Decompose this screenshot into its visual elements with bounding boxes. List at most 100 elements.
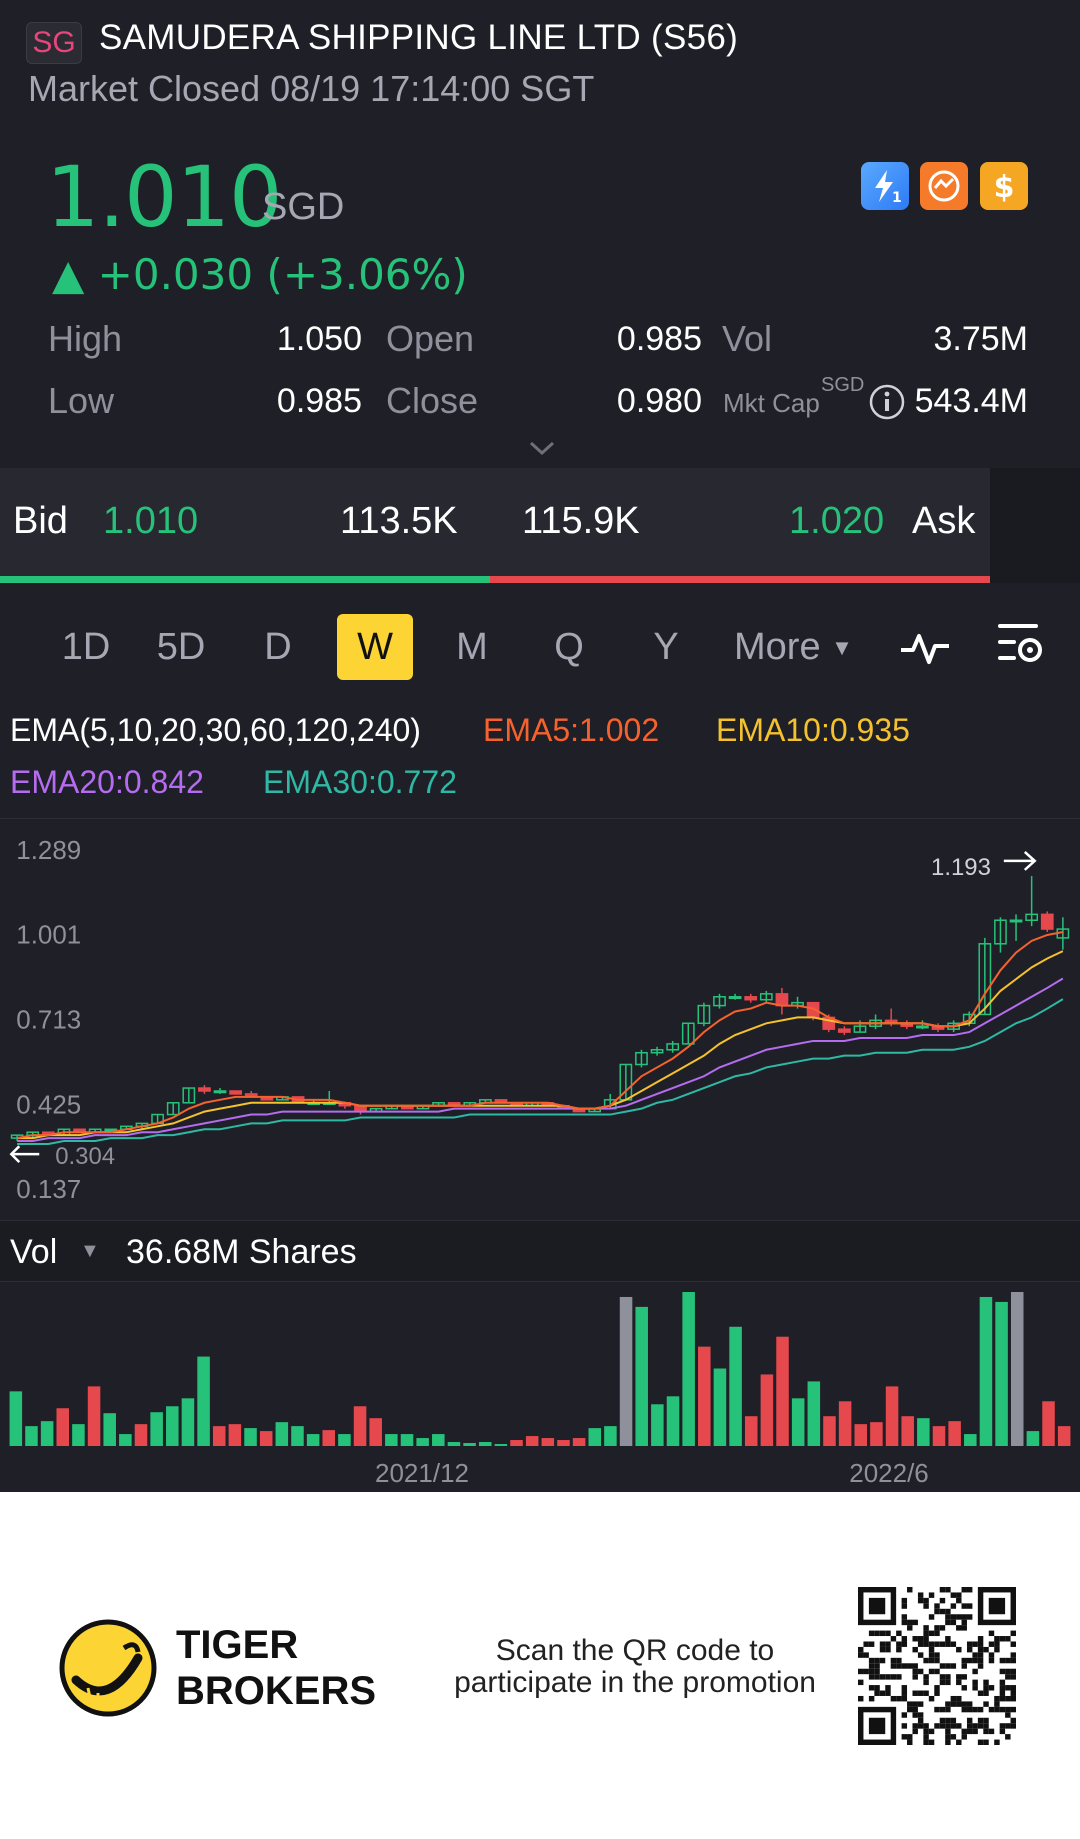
volume-bar: [244, 1428, 257, 1446]
candle: [744, 993, 758, 1003]
volume-bar: [353, 1406, 367, 1446]
tab-y[interactable]: Y: [653, 626, 679, 668]
ask-price: 1.020: [789, 500, 885, 542]
volume-bar: [25, 1426, 38, 1446]
bid-label: Bid: [13, 500, 68, 542]
volume-bar: [197, 1356, 210, 1446]
orange-swap-icon[interactable]: [920, 162, 968, 210]
volume-header[interactable]: [0, 1220, 1080, 1282]
candle: [775, 987, 789, 1015]
volume-bar: [134, 1424, 148, 1446]
candle: [198, 1085, 211, 1094]
volume-bar: [698, 1346, 711, 1446]
qr-code[interactable]: [858, 1587, 1016, 1745]
caret-down-icon: ▼: [831, 635, 853, 660]
ask-volume-bar: [490, 576, 990, 583]
candlestick-chart[interactable]: 1.289 1.001 0.713 0.425 0.137 1.193 0.304: [0, 818, 1080, 1220]
ema-indicator-label[interactable]: EMA(5,10,20,30,60,120,240): [10, 712, 421, 748]
candle: [900, 1020, 914, 1030]
flash-1-icon[interactable]: 1: [861, 162, 909, 210]
candle: [697, 1002, 711, 1027]
tab-w[interactable]: W: [337, 614, 413, 680]
volume-bar: [9, 1391, 23, 1446]
volume-value: 36.68M Shares: [126, 1233, 357, 1271]
volume-bar: [40, 1421, 54, 1446]
tab-m[interactable]: M: [456, 626, 488, 668]
candle: [728, 993, 742, 1000]
volume-bar: [651, 1404, 664, 1446]
volume-bar: [823, 1416, 836, 1446]
volume-bar: [400, 1434, 414, 1446]
volume-bar: [588, 1428, 602, 1446]
open-value: 0.985: [616, 320, 702, 358]
candle: [635, 1049, 648, 1068]
candle: [681, 1022, 695, 1045]
ema5-line: [16, 931, 1064, 1140]
tab-1d[interactable]: 1D: [61, 626, 111, 668]
volume-bar: [995, 1301, 1008, 1446]
close-value: 0.980: [616, 382, 702, 420]
chevron-down-icon[interactable]: [527, 434, 557, 464]
volume-bar: [604, 1426, 617, 1446]
volume-bar: [181, 1398, 195, 1446]
stock-title: SAMUDERA SHIPPING LINE LTD (S56): [99, 18, 739, 57]
high-value: 1.050: [276, 320, 362, 358]
volume-bar: [56, 1408, 70, 1446]
volume-bar: [1026, 1431, 1040, 1446]
volume-bar: [948, 1421, 961, 1446]
volume-bar: [525, 1436, 539, 1446]
indicator-pulse-icon[interactable]: [897, 624, 953, 677]
volume-bar: [807, 1381, 821, 1446]
x-axis-label: 2021/12: [375, 1458, 469, 1488]
volume-bar: [275, 1422, 289, 1446]
ema20-value: EMA20:0.842: [10, 764, 204, 800]
tab-q[interactable]: Q: [554, 626, 584, 668]
candle: [853, 1020, 867, 1033]
svg-text:$: $: [994, 170, 1015, 205]
volume-bar: [166, 1406, 179, 1446]
tab-d[interactable]: D: [264, 626, 292, 668]
volume-bar: [760, 1374, 774, 1446]
candle: [994, 917, 1007, 953]
volume-bar: [713, 1368, 727, 1446]
volume-bar: [729, 1326, 742, 1446]
ema10-value: EMA10:0.935: [716, 712, 910, 748]
market-badge: SG: [26, 22, 82, 64]
ask-size: 115.9K: [522, 500, 640, 542]
ema20-line: [17, 977, 1064, 1143]
tiger-brokers-logo: [58, 1618, 158, 1723]
dollar-icon[interactable]: $: [980, 162, 1028, 210]
brand-name-line1: TIGER: [176, 1623, 299, 1667]
price-change: ▲ +0.030 (+3.06%): [52, 250, 468, 299]
chart-settings-icon[interactable]: [996, 616, 1048, 677]
candle: [759, 990, 773, 1003]
volume-bar: [901, 1416, 914, 1446]
bid-ask-bar[interactable]: [0, 468, 990, 583]
volume-bar: [228, 1424, 242, 1446]
more-dropdown[interactable]: More ▼: [734, 614, 853, 680]
candle: [837, 1026, 851, 1036]
candle: [713, 993, 726, 1009]
volume-bar: [964, 1434, 977, 1446]
mktcap-label: Mkt Cap: [723, 388, 820, 418]
promo-text-line2: participate in the promotion: [454, 1666, 816, 1699]
arrow-right-icon: [1003, 850, 1037, 871]
volume-bar: [259, 1431, 273, 1446]
caret-down-icon[interactable]: ▼: [80, 1240, 100, 1262]
volume-bar: [854, 1424, 868, 1446]
volume-bar: [432, 1434, 445, 1446]
volume-bar: [885, 1386, 899, 1446]
volume-chart[interactable]: 2021/12 2022/6: [0, 1282, 1080, 1492]
close-label: Close: [386, 380, 479, 421]
y-tick-label: 0.425: [16, 1091, 81, 1119]
volume-bar: [291, 1426, 304, 1446]
mktcap-unit: SGD: [821, 374, 865, 396]
volume-bar: [619, 1296, 633, 1446]
vol-label: Vol: [722, 318, 773, 359]
market-status: Market Closed 08/19 17:14:00 SGT: [28, 68, 595, 109]
volume-bar: [666, 1396, 680, 1446]
volume-bar: [478, 1442, 492, 1446]
info-icon[interactable]: [868, 383, 906, 421]
ema10-line: [17, 950, 1064, 1140]
tab-5d[interactable]: 5D: [156, 626, 206, 668]
